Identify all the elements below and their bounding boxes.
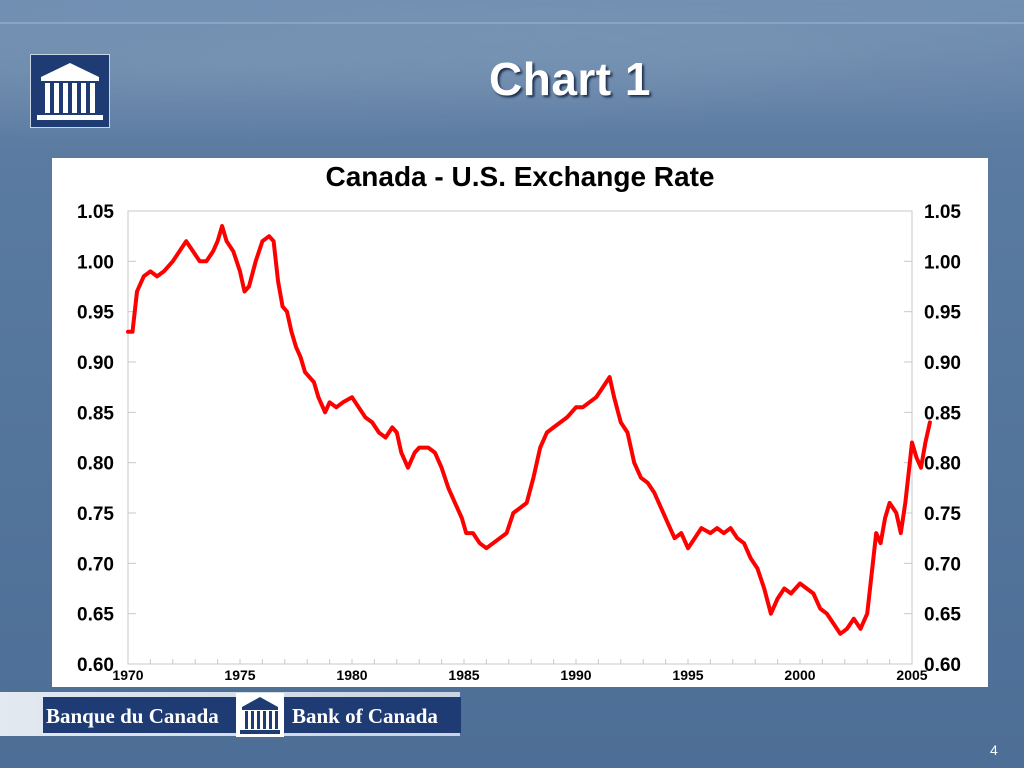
y-tick-label-right: 0.60 (924, 655, 961, 676)
y-axis-left: 1.05 1.00 0.95 0.90 0.85 0.80 0.75 0.70 0.65 0.60 (77, 202, 136, 676)
y-tick-label-left: 0.60 (77, 655, 114, 676)
x-tick-label: 1990 (560, 667, 591, 683)
y-tick-label-right: 0.90 (924, 353, 961, 374)
exchange-rate-chart: Canada - U.S. Exchange Rate 1.05 1.00 0.95… (77, 161, 961, 683)
y-axis-right: 1.05 1.00 0.95 0.90 0.85 0.80 0.75 0.70 0.65 0.60 (904, 202, 961, 676)
header-divider (0, 22, 1024, 24)
y-tick-label-left: 1.05 (77, 202, 114, 223)
y-tick-label-left: 0.95 (77, 303, 114, 324)
y-tick-label-left: 1.00 (77, 252, 114, 273)
bank-building-icon (30, 54, 110, 128)
header-background (0, 0, 1024, 158)
x-tick-label: 2005 (896, 667, 927, 683)
y-tick-label-left: 0.70 (77, 554, 114, 575)
y-tick-label-left: 0.80 (77, 454, 114, 475)
x-tick-label: 1970 (112, 667, 143, 683)
exchange-rate-line (126, 224, 932, 636)
y-tick-label-right: 0.80 (924, 454, 961, 475)
x-tick-label: 2000 (784, 667, 815, 683)
footer-english-name: Bank of Canada (292, 704, 438, 728)
x-tick-label: 1995 (672, 667, 703, 683)
x-axis: 1970 1975 1980 1985 1990 1995 2000 2005 (112, 659, 928, 683)
y-tick-label-right: 0.70 (924, 554, 961, 575)
x-tick-label: 1985 (448, 667, 479, 683)
y-tick-label-right: 1.05 (924, 202, 961, 223)
y-tick-label-left: 0.90 (77, 353, 114, 374)
footer-french-name: Banque du Canada (46, 704, 219, 728)
y-tick-label-left: 0.75 (77, 504, 114, 525)
x-tick-label: 1980 (336, 667, 367, 683)
y-tick-label-right: 1.00 (924, 252, 961, 273)
chart-panel: Canada - U.S. Exchange Rate 1.05 1.00 0.95… (52, 158, 988, 687)
y-tick-label-left: 0.85 (77, 403, 114, 424)
x-tick-label: 1975 (224, 667, 255, 683)
slide-title: Chart 1 (489, 53, 651, 105)
chart-title: Canada - U.S. Exchange Rate (325, 161, 714, 192)
bank-building-icon (236, 693, 284, 737)
y-tick-label-right: 0.65 (924, 605, 961, 626)
y-tick-label-right: 0.95 (924, 303, 961, 324)
y-tick-label-right: 0.75 (924, 504, 961, 525)
y-tick-label-left: 0.65 (77, 605, 114, 626)
page-number: 4 (990, 742, 998, 758)
plot-area-frame (127, 210, 913, 665)
y-tick-label-right: 0.85 (924, 403, 961, 424)
